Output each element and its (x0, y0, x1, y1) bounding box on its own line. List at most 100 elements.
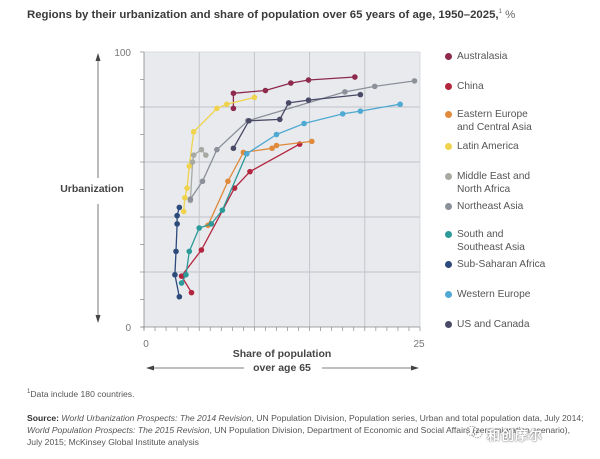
source-publication-title: World Population Prospects: The 2015 Rev… (27, 425, 210, 435)
legend-label: China (457, 81, 484, 92)
series-line-us-and-canada (232, 93, 361, 149)
data-point-western-europe (397, 101, 403, 108)
data-point-australasia (230, 105, 237, 112)
data-point-south-and-southeast-asia (183, 271, 189, 278)
data-point-south-and-southeast-asia (196, 225, 202, 231)
series-western-europe (243, 101, 403, 157)
data-point-eastern-europe-and-central-asia (225, 178, 231, 185)
legend-label: Latin America (457, 141, 519, 152)
data-point-south-and-southeast-asia (178, 280, 185, 286)
data-point-western-europe (243, 150, 250, 157)
source-text: World Urbanization Prospects: The 2014 R… (27, 413, 584, 447)
source-text-part: Department of Economic and Social Affair… (27, 425, 570, 447)
title-footnote-mark: 1 (498, 9, 502, 16)
series-us-and-canada (230, 91, 364, 152)
data-point-south-and-southeast-asia (186, 248, 193, 255)
legend-marker-icon (445, 231, 452, 238)
legend-marker-icon (445, 83, 452, 90)
data-point-latin-america (190, 128, 197, 135)
y-tick-label-0: 0 (125, 323, 131, 334)
data-point-australasia (288, 80, 294, 86)
data-point-china (247, 168, 253, 175)
series-sub-saharan-africa (172, 204, 183, 300)
source-note: Source: World Urbanization Prospects: Th… (27, 412, 587, 448)
legend-label: Sub-Saharan Africa (457, 259, 546, 270)
data-point-latin-america (180, 208, 187, 215)
data-point-us-and-canada (357, 91, 364, 98)
data-point-middle-east-and-north-africa (203, 152, 209, 158)
data-point-eastern-europe-and-central-asia (273, 142, 280, 149)
data-point-sub-saharan-africa (173, 248, 179, 255)
source-label: Source: (27, 413, 59, 423)
series-line-western-europe (246, 103, 401, 155)
data-point-latin-america (214, 105, 220, 112)
series-south-and-southeast-asia (178, 150, 250, 286)
footnote-text: Data include 180 countries. (30, 389, 135, 399)
series-line-eastern-europe-and-central-asia (207, 140, 312, 226)
x-axis-arrowhead-right (411, 365, 419, 371)
chart: 100 0 0 25 Urbanization Share of populat… (60, 48, 425, 374)
data-point-australasia (262, 87, 269, 94)
data-point-australasia (305, 77, 312, 83)
series-eastern-europe-and-central-asia (205, 138, 315, 229)
data-point-latin-america (186, 163, 193, 169)
data-point-china (198, 247, 205, 253)
legend-marker-icon (445, 143, 452, 150)
series-australasia (230, 74, 358, 112)
data-point-latin-america (224, 101, 230, 108)
watermark: 和创摩尔 (487, 428, 544, 443)
legend-marker-icon (445, 111, 452, 118)
data-point-china (178, 273, 185, 279)
data-point-china (188, 289, 195, 296)
x-axis-label-line1: Share of population (233, 348, 332, 360)
data-point-sub-saharan-africa (174, 212, 180, 219)
legend-label: Northeast Asia (457, 201, 524, 212)
data-point-northeast-asia (411, 78, 418, 84)
y-axis-arrowhead-down (95, 315, 101, 323)
y-axis-arrowhead-up (95, 53, 101, 61)
chart-title: Regions by their urbanization and share … (27, 9, 515, 21)
legend-label: Western Europe (457, 289, 531, 300)
plot-background (144, 52, 420, 327)
data-point-us-and-canada (276, 116, 283, 123)
legend-label: Australasia (457, 51, 508, 62)
data-point-middle-east-and-north-africa (190, 152, 197, 158)
data-point-eastern-europe-and-central-asia (309, 138, 315, 145)
y-tick-label-100: 100 (114, 48, 131, 59)
data-point-sub-saharan-africa (176, 204, 183, 211)
data-point-latin-america (182, 194, 188, 201)
footnote-mark: 1 (27, 389, 31, 396)
data-point-latin-america (184, 185, 190, 191)
data-point-western-europe (301, 120, 307, 127)
data-point-latin-america (251, 94, 258, 101)
data-point-sub-saharan-africa (176, 293, 183, 300)
legend-marker-icon (445, 261, 452, 268)
source-text-part: , UN Population Division, Population ser… (251, 413, 584, 423)
data-point-australasia (230, 90, 237, 97)
source-text-part: , UN Population Division, (209, 425, 307, 435)
x-axis-arrowhead-left (146, 365, 154, 371)
x-tick-label-0: 0 (143, 339, 149, 350)
title-unit: % (505, 9, 516, 21)
legend-marker-icon (445, 203, 452, 210)
legend-label: Middle East and North Africa (457, 171, 531, 195)
data-point-western-europe (357, 108, 364, 114)
legend-label: South and Southeast Asia (457, 229, 525, 253)
data-point-sub-saharan-africa (174, 221, 180, 227)
footnote: 1Data include 180 countries. (27, 389, 135, 399)
x-tick-label-25: 25 (413, 339, 425, 350)
data-point-northeast-asia (371, 83, 378, 90)
legend-marker-icon (445, 173, 452, 180)
x-axis-label-line2: over age 65 (253, 362, 311, 374)
data-point-northeast-asia (342, 89, 348, 95)
data-point-western-europe (273, 131, 280, 138)
data-point-us-and-canada (285, 100, 292, 106)
source-publication-title: World Urbanization Prospects: The 2014 R… (61, 413, 252, 423)
series-latin-america (180, 94, 258, 215)
data-point-sub-saharan-africa (172, 271, 178, 278)
data-point-northeast-asia (187, 196, 194, 202)
data-point-middle-east-and-north-africa (198, 146, 205, 153)
wechat-icon (465, 426, 483, 439)
data-point-us-and-canada (230, 145, 237, 152)
legend-marker-icon (445, 321, 452, 328)
